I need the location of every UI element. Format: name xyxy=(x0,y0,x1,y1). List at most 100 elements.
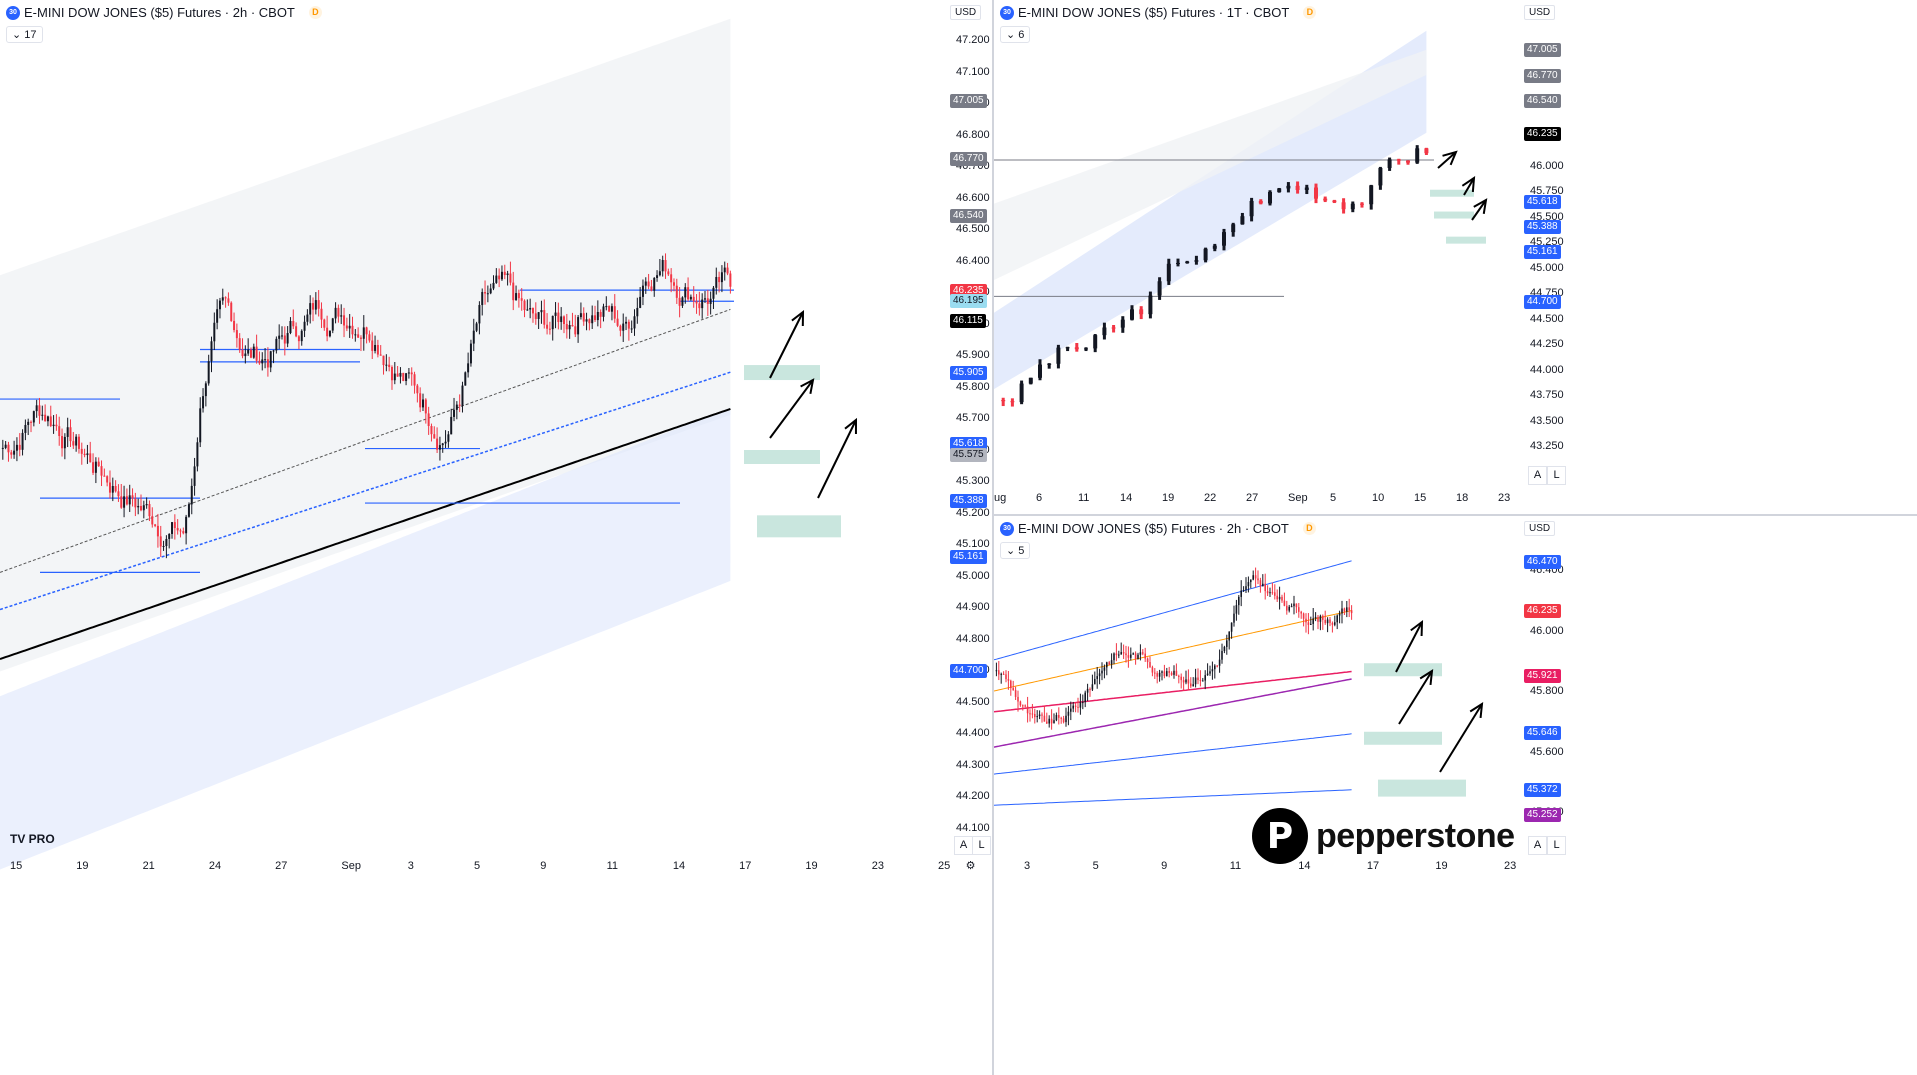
candle-body xyxy=(66,427,69,437)
candle-body xyxy=(323,319,326,328)
top-right-currency-button[interactable]: USD xyxy=(1524,5,1556,20)
bottom-right-auto-scale-button[interactable]: A xyxy=(1528,836,1547,855)
price-tag: 47.005 xyxy=(1524,43,1561,58)
d-badge[interactable]: D xyxy=(1303,6,1317,19)
bottom-right-log-scale-button[interactable]: L xyxy=(1547,836,1566,855)
candle-body xyxy=(489,288,492,294)
d-badge[interactable]: D xyxy=(1302,522,1316,535)
target-zone xyxy=(1364,663,1442,677)
candle-body xyxy=(1144,653,1146,659)
candle-body xyxy=(424,399,427,414)
candle-body xyxy=(1317,616,1319,622)
candle-body xyxy=(1226,640,1228,647)
candle-body xyxy=(385,364,388,366)
candle-body xyxy=(249,349,252,358)
bottom-right-currency-button[interactable]: USD xyxy=(1524,521,1556,536)
price-tick-label: 46.600 xyxy=(956,191,990,204)
time-tick-label: 19 xyxy=(1435,860,1448,872)
price-tag: 46.770 xyxy=(950,151,987,166)
candle-body xyxy=(594,315,597,321)
candle-body xyxy=(1125,653,1127,656)
left-chart-title[interactable]: E-MINI DOW JONES ($5) Futures · 2h · CBO… xyxy=(24,5,295,20)
price-tick-label: 47.200 xyxy=(956,34,990,46)
candle-body xyxy=(639,296,642,308)
price-tick-label: 45.800 xyxy=(1530,685,1564,697)
candle-body xyxy=(134,498,137,508)
time-tick-label: 23 xyxy=(871,860,884,872)
left-currency-button[interactable]: USD xyxy=(950,5,982,20)
bottom-right-chart-title[interactable]: E-MINI DOW JONES ($5) Futures · 2h · CBO… xyxy=(1018,521,1289,536)
candle-body xyxy=(21,432,24,450)
candle-body xyxy=(653,277,656,291)
top-right-auto-scale-button[interactable]: A xyxy=(1528,466,1547,485)
candle-body xyxy=(1329,619,1331,623)
candle-body xyxy=(602,306,605,317)
candle-body xyxy=(196,442,199,467)
top-right-log-scale-button[interactable]: L xyxy=(1547,466,1566,485)
cloud-band xyxy=(0,407,731,870)
price-tick-label: 44.250 xyxy=(1530,338,1564,351)
d-badge[interactable]: D xyxy=(308,6,322,19)
candle-body xyxy=(447,434,450,442)
candle-body xyxy=(681,297,684,306)
candle-body xyxy=(1203,248,1208,261)
candle-body xyxy=(1223,646,1226,652)
candle-body xyxy=(1047,363,1052,365)
left-log-scale-button[interactable]: L xyxy=(972,836,991,855)
candle-body xyxy=(1209,671,1211,674)
bottom-right-chart-canvas[interactable] xyxy=(994,516,1917,1075)
projection-arrow xyxy=(1398,670,1433,725)
left-indicator-toggle[interactable]: ⌄ 17 xyxy=(6,26,43,43)
candle-body xyxy=(340,315,343,317)
candle-body xyxy=(1134,653,1137,659)
candle-body xyxy=(1387,159,1392,168)
symbol-badge-icon: 30 xyxy=(1000,521,1014,536)
left-chart-canvas[interactable] xyxy=(0,0,992,1075)
candle-body xyxy=(619,325,622,331)
candle-body xyxy=(486,293,489,295)
top-right-chart-canvas[interactable] xyxy=(994,0,1917,514)
candle-body xyxy=(1101,670,1103,674)
candle-body xyxy=(52,424,55,427)
top-right-chart-title[interactable]: E-MINI DOW JONES ($5) Futures · 1T · CBO… xyxy=(1018,5,1290,20)
settings-gear-icon[interactable]: ⚙ xyxy=(962,858,979,875)
time-tick-label: 5 xyxy=(474,860,481,872)
candle-body xyxy=(1074,705,1077,707)
candle-body xyxy=(1323,198,1328,201)
bottom-right-chart-pane[interactable]: 30 E-MINI DOW JONES ($5) Futures · 2h · … xyxy=(994,516,1917,1075)
time-tick-label: 19 xyxy=(76,860,89,872)
candle-body xyxy=(362,327,365,339)
candle-body xyxy=(1043,715,1046,722)
candle-body xyxy=(650,286,653,291)
candle-body xyxy=(1137,654,1139,659)
time-tick-label: 27 xyxy=(1246,492,1259,504)
candle-body xyxy=(108,482,111,493)
candle-body xyxy=(210,341,213,362)
top-right-indicator-toggle[interactable]: ⌄ 6 xyxy=(1000,26,1031,43)
candle-body xyxy=(1176,262,1180,264)
price-tag: 45.618 xyxy=(1524,194,1561,209)
candle-body xyxy=(334,307,337,319)
candle-body xyxy=(312,303,315,310)
time-tick-label: 10 xyxy=(1372,492,1385,504)
candle-body xyxy=(1163,671,1166,677)
left-chart-pane[interactable]: 30 E-MINI DOW JONES ($5) Futures · 2h · … xyxy=(0,0,994,1075)
top-right-chart-pane[interactable]: 30 E-MINI DOW JONES ($5) Futures · 1T · … xyxy=(994,0,1917,516)
price-tick-label: 45.800 xyxy=(956,380,990,393)
candle-body xyxy=(647,281,650,287)
candle-body xyxy=(1132,653,1134,655)
candle-body xyxy=(1086,688,1089,693)
candle-body xyxy=(492,282,495,289)
candle-body xyxy=(503,271,506,276)
candle-body xyxy=(1212,245,1217,249)
candle-body xyxy=(13,450,16,455)
candle-body xyxy=(1336,615,1338,623)
bottom-right-indicator-toggle[interactable]: ⌄ 5 xyxy=(1000,542,1031,559)
left-auto-scale-button[interactable]: A xyxy=(954,836,973,855)
candle-body xyxy=(41,414,44,416)
candle-body xyxy=(58,426,61,437)
candle-body xyxy=(148,504,151,517)
candle-body xyxy=(345,325,348,329)
price-tick-label: 44.200 xyxy=(956,790,990,803)
candle-body xyxy=(729,273,732,287)
